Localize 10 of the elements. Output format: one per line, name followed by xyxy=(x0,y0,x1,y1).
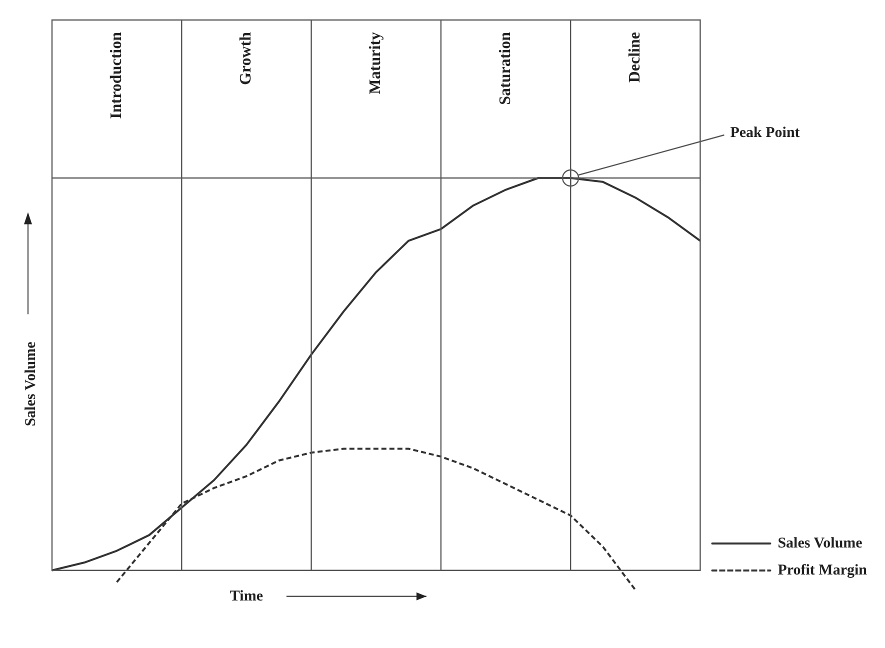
text: Maturity xyxy=(367,32,384,94)
legend-label: Profit Margin xyxy=(778,562,868,578)
text: Decline xyxy=(626,32,644,83)
x-axis-title: Time xyxy=(230,588,264,604)
text: Saturation xyxy=(496,32,514,105)
text: Introduction xyxy=(108,32,125,119)
text: Growth xyxy=(238,32,255,86)
text: Peak Point xyxy=(730,124,800,141)
y-axis-title: Sales Volume xyxy=(22,341,39,426)
legend-label: Sales Volume xyxy=(778,535,863,552)
